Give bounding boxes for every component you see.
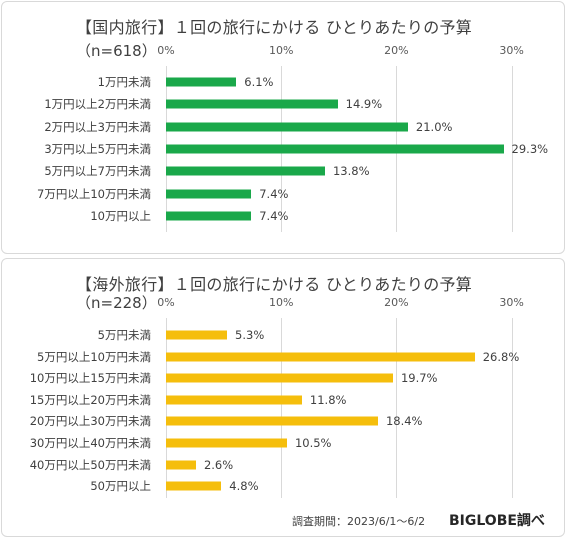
overseas-x-tick-label: 20% [384,296,409,309]
overseas-category-label: 5万円未満 [97,328,151,342]
survey-period: 調査期間：2023/6/1〜6/2 [292,515,426,528]
overseas-category-label: 50万円以上 [90,479,151,494]
overseas-category-label: 10万円以上15万円未満 [29,371,151,386]
overseas-chart-sample-size: （n=228） [76,294,157,312]
domestic-value-label: 13.8% [332,164,370,179]
overseas-value-label: 26.8% [482,349,520,364]
overseas-bar [166,438,287,448]
domestic-category-label: 3万円以上5万円未満 [44,141,151,156]
domestic-x-tick-label: 0% [157,44,175,57]
domestic-value-label: 7.4% [259,208,289,223]
overseas-x-tick-label: 10% [268,296,294,309]
domestic-value-label: 6.1% [244,75,274,89]
overseas-value-label: 10.5% [294,436,332,450]
domestic-chart-title: 【国内旅行】１回の旅行にかける ひとりあたりの予算 [76,18,473,37]
domestic-category-label: 1万円未満 [97,75,151,89]
domestic-gridline [511,66,513,232]
overseas-value-label: 19.7% [400,371,438,386]
overseas-value-label: 11.8% [309,392,347,407]
overseas-category-label: 40万円以上50万円未満 [29,457,151,472]
domestic-value-label: 29.3% [511,141,549,156]
overseas-category-label: 15万円以上20万円未満 [29,392,151,407]
overseas-category-label: 20万円以上30万円未満 [29,414,151,429]
overseas-bar [166,373,393,383]
overseas-x-tick-label: 30% [499,296,524,309]
brand-credit: BIGLOBE調べ [449,513,545,529]
overseas-value-label: 5.3% [235,328,265,342]
overseas-bar [166,481,222,491]
domestic-x-tick-label: 20% [384,44,409,57]
domestic-bar [166,166,325,176]
overseas-bar [166,395,302,405]
overseas-value-label: 4.8% [229,479,259,494]
domestic-category-label: 7万円以上10万円未満 [37,186,151,201]
overseas-gridline [511,318,513,498]
overseas-x-tick-label: 0% [157,296,175,309]
overseas-bar [166,330,228,340]
overseas-value-label: 2.6% [203,457,234,472]
overseas-category-label: 5万円以上10万円未満 [37,349,151,364]
overseas-chart-title: 【海外旅行】１回の旅行にかける ひとりあたりの予算 [76,275,473,294]
domestic-category-label: 1万円以上2万円未満 [44,97,151,112]
domestic-bar [166,189,252,198]
overseas-gridline [281,318,283,498]
domestic-value-label: 7.4% [259,186,289,201]
domestic-bar [166,211,252,221]
overseas-category-label: 30万円以上40万円未満 [29,436,151,450]
overseas-value-label: 18.4% [385,414,423,429]
domestic-category-label: 2万円以上3万円未満 [44,119,151,134]
domestic-bar [166,122,408,132]
domestic-bar [166,77,237,87]
domestic-x-tick-label: 10% [268,44,294,57]
overseas-bar [166,352,475,362]
domestic-value-label: 14.9% [345,97,383,112]
domestic-x-tick-label: 30% [499,44,524,57]
domestic-bar [166,144,504,154]
overseas-gridline [396,318,398,498]
overseas-bar [166,460,196,470]
domestic-category-label: 5万円以上7万円未満 [44,164,151,179]
overseas-gridline [166,318,167,498]
domestic-chart-sample-size: （n=618） [76,42,157,60]
domestic-value-label: 21.0% [415,119,453,134]
overseas-bar [166,416,378,426]
domestic-category-label: 10万円以上 [90,208,151,223]
domestic-bar [166,99,338,109]
